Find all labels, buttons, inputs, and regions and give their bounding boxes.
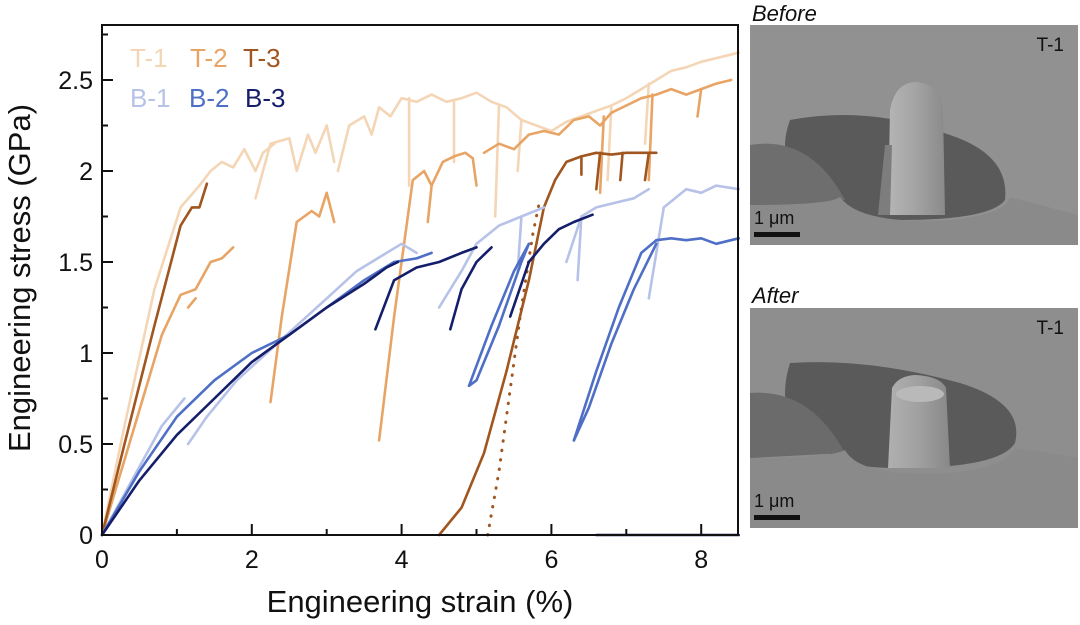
sample-label: T-1 (1036, 318, 1064, 339)
series-line-segment (186, 242, 418, 446)
series-line-segment (100, 142, 276, 537)
series-line-segment (486, 196, 542, 537)
series-line-segment (374, 246, 478, 331)
series-t-2 (100, 78, 733, 537)
x-tick-label: 6 (544, 546, 558, 574)
y-tick-label: 2.5 (58, 67, 93, 95)
series-line-segment (100, 251, 433, 537)
scale-text: 1 μm (754, 491, 795, 511)
series-line-segment (696, 87, 703, 118)
pillar-image (750, 25, 1078, 245)
sample-label: T-1 (1036, 35, 1064, 56)
scale-text: 1 μm (754, 208, 795, 228)
deformed-pillar-image (750, 308, 1078, 528)
x-tick-label: 8 (694, 546, 708, 574)
series-line-segment (647, 184, 741, 300)
series-line-segment (467, 242, 531, 388)
series-line-segment (572, 238, 658, 442)
axes: 0 2 4 6 8 0 0.5 1 1.5 2 2.5 (58, 24, 739, 574)
series-line-segment (594, 151, 602, 191)
series-line-segment (336, 51, 741, 173)
series-line-segment (647, 93, 654, 182)
after-title: After (752, 283, 799, 308)
legend: T-1 T-2 T-3 B-1 B-2 B-3 (130, 43, 285, 113)
series-line-segment (618, 151, 624, 182)
series-line-segment (576, 215, 583, 282)
x-tick-label: 2 (245, 546, 259, 574)
series-b-1 (100, 184, 741, 537)
series-line-segment (254, 124, 336, 200)
series-line-segment (606, 106, 613, 182)
series-line-segment (508, 213, 594, 318)
y-tick-label: 0 (79, 522, 93, 550)
legend-entry-t-1: T-1 (130, 43, 168, 73)
scale-bar (754, 232, 800, 237)
series-line-segment (471, 157, 478, 187)
series-line-segment (643, 82, 651, 145)
series-b-3 (100, 213, 741, 537)
legend-entry-t-2: T-2 (190, 43, 228, 73)
series-t-1 (100, 51, 741, 537)
plot-area (100, 51, 741, 537)
x-axis-title: Engineering strain (%) (267, 584, 574, 619)
legend-entry-b-3: B-3 (245, 83, 285, 113)
series-line-segment (100, 182, 209, 537)
y-tick-label: 0.5 (58, 431, 93, 459)
series-line-segment (186, 297, 197, 309)
legend-entry-b-1: B-1 (130, 83, 170, 113)
series-line-segment (269, 191, 336, 404)
sem-image-after: T-1 1 μm (750, 308, 1078, 528)
legend-entry-b-2: B-2 (189, 83, 229, 113)
series-line-segment (493, 104, 501, 218)
series-line-segment (437, 206, 546, 309)
series-line-segment (482, 78, 733, 155)
series-t-3 (100, 151, 658, 537)
series-b-2 (100, 237, 741, 537)
scale-bar (754, 515, 800, 520)
y-tick-label: 1.5 (58, 249, 93, 277)
series-line-segment (448, 246, 493, 331)
y-tick-label: 1 (79, 340, 93, 368)
series-line-segment (654, 237, 741, 246)
plot-frame (101, 24, 739, 536)
x-tick-label: 0 (95, 546, 109, 574)
before-title: Before (752, 1, 817, 26)
stress-strain-chart: 0 2 4 6 8 0 0.5 1 1.5 2 2.5 Engineering strain (%)… (2, 24, 741, 619)
series-t-3-unloading (486, 196, 542, 537)
series-line-segment (100, 246, 235, 537)
series-line-segment (572, 242, 658, 442)
y-axis-title: Engineering stress (GPa) (2, 104, 37, 452)
x-tick-label: 4 (395, 546, 409, 574)
series-line-segment (643, 151, 651, 182)
sem-image-before: T-1 1 μm (750, 25, 1078, 245)
y-tick-label: 2 (79, 158, 93, 186)
legend-entry-t-3: T-3 (243, 43, 281, 73)
series-line-segment (100, 260, 400, 537)
series-line-segment (426, 184, 433, 224)
series-line-segment (565, 187, 651, 264)
series-line-segment (437, 151, 658, 537)
